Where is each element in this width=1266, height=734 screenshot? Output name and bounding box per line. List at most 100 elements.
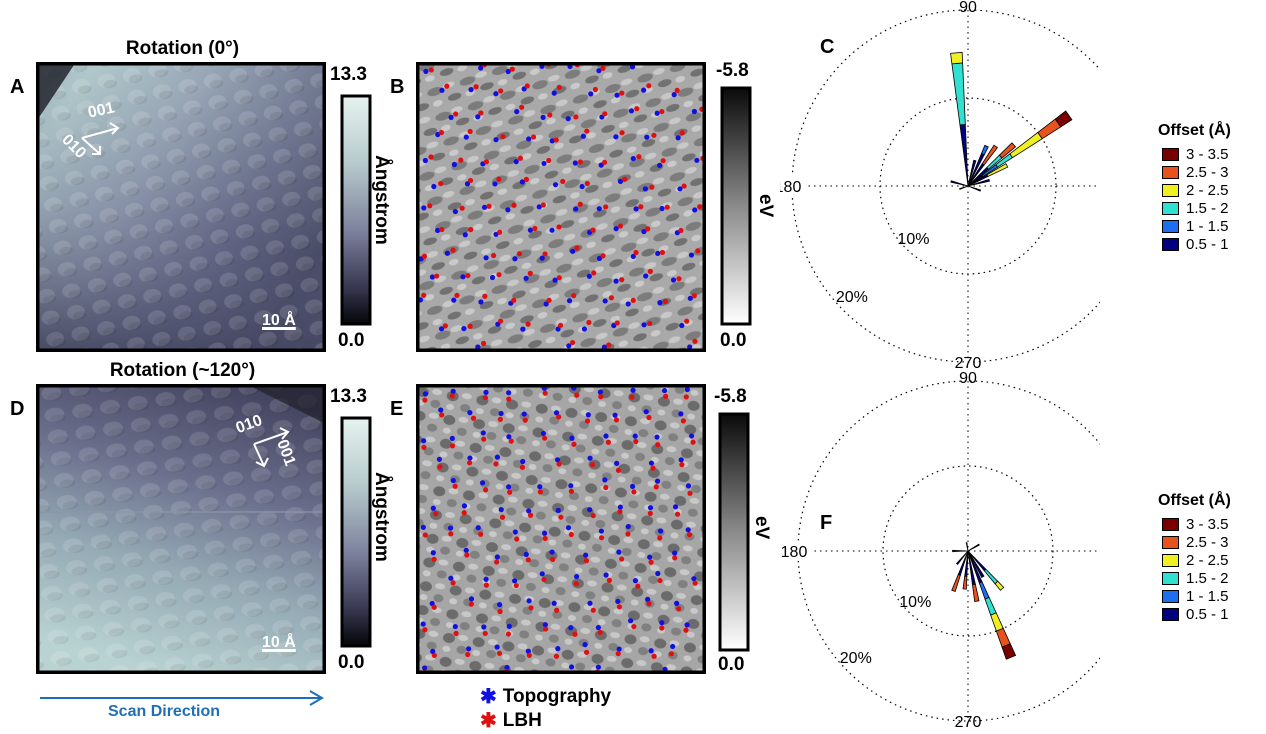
topography-marker xyxy=(587,455,593,461)
lbh-marker xyxy=(556,224,562,230)
lbh-marker xyxy=(556,84,562,90)
topography-marker xyxy=(553,410,560,416)
topography-marker xyxy=(521,411,527,417)
topography-marker xyxy=(654,478,661,484)
lbh-marker xyxy=(659,249,666,256)
lbh-marker xyxy=(584,180,590,187)
lbh-marker xyxy=(681,183,687,189)
topography-marker xyxy=(513,159,519,165)
lbh-marker xyxy=(647,320,653,327)
lbh-marker xyxy=(598,535,605,541)
topography-marker xyxy=(449,435,455,441)
lbh-marker xyxy=(660,158,666,164)
lbh-marker xyxy=(601,159,608,165)
topography-marker xyxy=(468,86,474,93)
lbh-marker xyxy=(437,464,443,470)
topography-marker xyxy=(568,483,574,489)
topography-marker xyxy=(616,646,622,652)
lbh-marker xyxy=(421,292,427,298)
topography-marker xyxy=(614,460,620,466)
lbh-marker xyxy=(606,342,612,348)
lbh-marker xyxy=(527,512,534,518)
lbh-marker xyxy=(467,128,473,135)
radial-label-10: 10% xyxy=(897,231,929,248)
lbh-marker xyxy=(674,87,680,93)
lbh-marker xyxy=(465,651,471,658)
lbh-marker xyxy=(568,488,575,494)
topography-marker xyxy=(654,434,660,440)
topography-marker xyxy=(587,600,593,606)
legend-swatch xyxy=(1162,518,1179,531)
legend-label: 1 - 1.5 xyxy=(1186,218,1229,235)
petal-segment-0-0 xyxy=(959,124,969,187)
lbh-marker xyxy=(543,626,549,632)
lbh-marker xyxy=(619,130,625,136)
title-bottom: Rotation (~120°) xyxy=(109,360,256,381)
lbh-marker xyxy=(482,293,488,299)
lbh-marker xyxy=(657,577,663,584)
topography-marker xyxy=(494,554,500,560)
lbh-marker xyxy=(473,84,479,90)
lbh-marker xyxy=(571,293,577,299)
topography-marker xyxy=(586,273,592,279)
lbh-marker xyxy=(615,651,621,657)
lbh-marker xyxy=(600,253,606,259)
topography-marker xyxy=(549,138,555,144)
legend-item: 2 - 2.5 xyxy=(1162,182,1229,199)
topography-marker xyxy=(633,206,639,212)
lbh-marker xyxy=(619,90,625,96)
lbh-marker xyxy=(691,293,697,299)
lbh-marker xyxy=(589,461,596,468)
topography-marker xyxy=(430,505,436,511)
lbh-marker xyxy=(558,514,564,520)
legend-label: 1.5 - 2 xyxy=(1186,200,1229,217)
legend-swatch xyxy=(1162,608,1179,621)
topography-marker xyxy=(678,457,684,463)
key-topography-label: Topography xyxy=(502,685,612,707)
lbh-marker xyxy=(646,414,652,421)
topography-marker xyxy=(481,624,487,630)
topography-marker xyxy=(551,90,557,96)
topo-colorbar-unit-d: Ångstrom xyxy=(371,472,392,562)
lbh-marker xyxy=(686,532,693,538)
lbh-marker xyxy=(651,653,657,659)
legend-label: 1.5 - 2 xyxy=(1186,570,1229,587)
lbh-marker xyxy=(664,204,670,210)
petal-segment-4-1 xyxy=(986,163,1009,178)
topography-marker xyxy=(573,573,580,580)
lbh-marker xyxy=(497,416,503,422)
lbh-marker xyxy=(494,559,500,565)
topography-marker xyxy=(694,157,700,163)
lbh-marker xyxy=(573,581,579,587)
topography-marker xyxy=(617,178,624,185)
topography-marker xyxy=(537,484,543,490)
topography-marker xyxy=(583,552,589,558)
topography-marker xyxy=(641,87,647,93)
topography-marker xyxy=(481,204,488,210)
lbh-marker xyxy=(645,226,651,232)
topography-marker xyxy=(684,386,690,393)
lbh-marker xyxy=(427,203,433,209)
topography-marker xyxy=(688,252,695,258)
topography-marker xyxy=(629,64,636,70)
petal-segment-1-3 xyxy=(1009,131,1043,159)
lbh-marker xyxy=(680,418,687,424)
topography-marker xyxy=(461,325,467,332)
topography-marker xyxy=(519,179,525,185)
lbh-marker xyxy=(574,392,580,398)
topography-marker xyxy=(572,160,578,166)
lbh-marker xyxy=(448,531,454,537)
topography-marker xyxy=(570,248,576,254)
topography-marker xyxy=(451,161,457,168)
petal-segment-0-2 xyxy=(984,596,997,616)
lbh-marker xyxy=(583,558,589,564)
topography-marker xyxy=(643,409,649,415)
topography-marker xyxy=(587,507,593,513)
topography-marker xyxy=(498,507,504,513)
topography-marker xyxy=(579,183,585,190)
lbh-colorbar-min-e: 0.0 xyxy=(718,654,745,675)
lbh-marker xyxy=(526,652,532,658)
legend-swatch xyxy=(1162,184,1179,197)
legend-swatch xyxy=(1162,202,1179,215)
lbh-marker xyxy=(568,531,574,538)
